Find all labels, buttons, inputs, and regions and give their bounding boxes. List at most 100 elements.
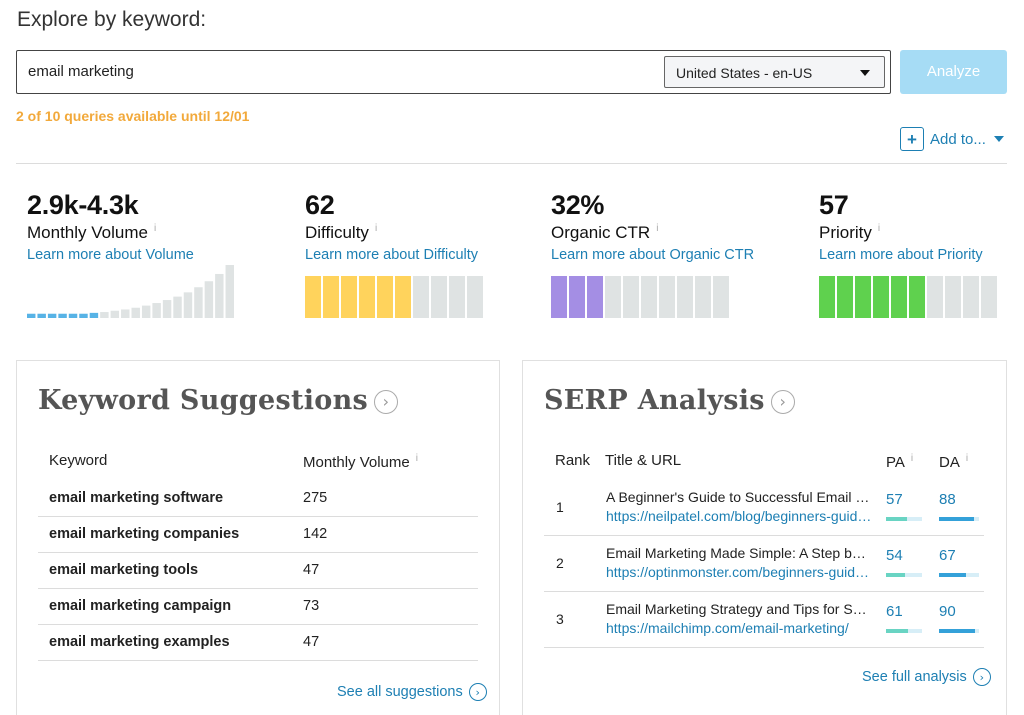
- col-header-keyword: Keyword: [49, 452, 108, 469]
- metric-volume-value: 2.9k-4.3k: [27, 190, 139, 220]
- table-row[interactable]: email marketing examples 47: [38, 625, 478, 661]
- difficulty-gauge: [305, 276, 483, 318]
- table-row[interactable]: email marketing campaign 73: [38, 589, 478, 625]
- table-row[interactable]: email marketing software 275: [38, 481, 478, 517]
- result-url-link[interactable]: https://optinmonster.com/beginners-guide…: [606, 564, 872, 580]
- volume-cell: 47: [303, 634, 320, 650]
- gauge-segment: [395, 276, 411, 318]
- rank-cell: 2: [556, 555, 564, 571]
- volume-cell: 73: [303, 598, 320, 614]
- circle-arrow-icon[interactable]: ›: [374, 389, 399, 414]
- da-bar-fill: [939, 629, 975, 633]
- info-icon[interactable]: i: [877, 223, 881, 235]
- circle-arrow-icon[interactable]: ›: [770, 389, 795, 414]
- learn-more-ctr-link[interactable]: Learn more about Organic CTR: [551, 247, 755, 263]
- metric-ctr-value: 32%: [551, 190, 605, 220]
- gauge-segment: [927, 276, 943, 318]
- keyword-cell[interactable]: email marketing companies: [49, 526, 240, 542]
- volume-bar: [37, 313, 46, 318]
- info-icon[interactable]: i: [415, 453, 418, 464]
- volume-bar: [204, 281, 214, 318]
- circle-arrow-icon: ›: [972, 668, 991, 686]
- see-full-analysis-link[interactable]: See full analysis ›: [862, 668, 991, 686]
- info-icon[interactable]: i: [965, 453, 969, 464]
- pa-bar: [886, 517, 922, 521]
- da-value: 90: [939, 603, 956, 620]
- pa-bar-fill: [886, 517, 907, 521]
- gauge-segment: [981, 276, 997, 318]
- gauge-segment: [449, 276, 465, 318]
- serp-row[interactable]: 1 A Beginner's Guide to Successful Email…: [544, 480, 984, 536]
- learn-more-priority-link[interactable]: Learn more about Priority: [819, 247, 983, 263]
- gauge-segment: [341, 276, 357, 318]
- keyword-cell[interactable]: email marketing campaign: [49, 598, 232, 614]
- locale-select[interactable]: United States - en-US: [664, 56, 885, 88]
- top-divider: [16, 163, 1007, 164]
- gauge-segment: [605, 276, 621, 318]
- da-bar-fill: [939, 517, 975, 521]
- gauge-segment: [659, 276, 675, 318]
- gauge-segment: [819, 276, 835, 318]
- gauge-segment: [359, 276, 375, 318]
- serp-analysis-title: SERP Analysis ›: [544, 385, 795, 416]
- add-to-label: Add to...: [930, 130, 986, 148]
- keyword-cell[interactable]: email marketing examples: [49, 634, 230, 650]
- gauge-segment: [641, 276, 657, 318]
- add-to-button[interactable]: + Add to...: [900, 127, 1004, 151]
- result-title: Email Marketing Made Simple: A Step by S…: [606, 545, 872, 561]
- keyword-search-input[interactable]: [28, 63, 628, 80]
- table-row[interactable]: email marketing tools 47: [38, 553, 478, 589]
- col-header-title-url: Title & URL: [605, 452, 682, 469]
- learn-more-volume-link[interactable]: Learn more about Volume: [27, 247, 194, 263]
- da-cell: 67: [939, 547, 979, 577]
- metric-priority-value: 57: [819, 190, 849, 220]
- info-icon[interactable]: i: [374, 223, 378, 235]
- see-all-suggestions-link[interactable]: See all suggestions ›: [337, 683, 487, 701]
- col-header-da: DA i: [939, 453, 968, 471]
- info-icon[interactable]: i: [910, 453, 914, 464]
- metric-ctr: 32% Organic CTR i Learn more about Organi…: [551, 190, 754, 263]
- col-header-da-text: DA: [939, 454, 960, 471]
- volume-cell: 275: [303, 490, 328, 506]
- serp-row[interactable]: 2 Email Marketing Made Simple: A Step by…: [544, 536, 984, 592]
- col-header-monthly-volume-text: Monthly Volume: [303, 454, 410, 471]
- keyword-suggestions-title: Keyword Suggestions ›: [38, 385, 399, 416]
- caret-down-icon: [993, 136, 1004, 142]
- info-icon[interactable]: i: [656, 223, 659, 235]
- keyword-cell[interactable]: email marketing software: [49, 490, 224, 506]
- gauge-segment: [713, 276, 729, 318]
- metric-difficulty-value: 62: [305, 190, 335, 220]
- volume-bar: [27, 313, 36, 318]
- priority-gauge: [819, 276, 997, 318]
- metric-volume-label-row: Monthly Volume i: [27, 223, 194, 243]
- volume-bar: [183, 292, 193, 318]
- serp-analysis-title-text: SERP Analysis: [544, 385, 765, 416]
- metric-volume: 2.9k-4.3k Monthly Volume i Learn more abo…: [27, 190, 194, 263]
- learn-more-difficulty-link[interactable]: Learn more about Difficulty: [305, 247, 479, 263]
- da-cell: 88: [939, 491, 979, 521]
- table-row[interactable]: email marketing companies 142: [38, 517, 478, 553]
- da-value: 88: [939, 491, 956, 508]
- col-header-rank: Rank: [555, 452, 591, 469]
- volume-bar: [100, 312, 109, 318]
- volume-bar: [131, 307, 140, 318]
- serp-analysis-panel: SERP Analysis › Rank Title & URL PA i DA i …: [522, 360, 1007, 715]
- result-url-link[interactable]: https://neilpatel.com/blog/beginners-gui…: [606, 508, 872, 524]
- metric-difficulty-label-row: Difficulty i: [305, 223, 478, 243]
- plus-icon: +: [900, 127, 924, 151]
- gauge-segment: [413, 276, 429, 318]
- info-icon[interactable]: i: [153, 223, 157, 235]
- volume-bar: [89, 312, 99, 318]
- rank-cell: 3: [556, 611, 564, 627]
- keyword-cell[interactable]: email marketing tools: [49, 562, 199, 578]
- analyze-button[interactable]: Analyze: [900, 50, 1007, 94]
- volume-bar: [215, 273, 224, 318]
- rank-cell: 1: [556, 499, 564, 515]
- volume-bar-chart: [27, 265, 234, 318]
- quota-note: 2 of 10 queries available until 12/01: [16, 108, 250, 124]
- volume-bar: [162, 300, 172, 318]
- result-title: Email Marketing Strategy and Tips for Sm…: [606, 601, 872, 617]
- serp-row[interactable]: 3 Email Marketing Strategy and Tips for …: [544, 592, 984, 648]
- result-url-link[interactable]: https://mailchimp.com/email-marketing/: [606, 620, 849, 636]
- search-box: United States - en-US: [16, 50, 891, 94]
